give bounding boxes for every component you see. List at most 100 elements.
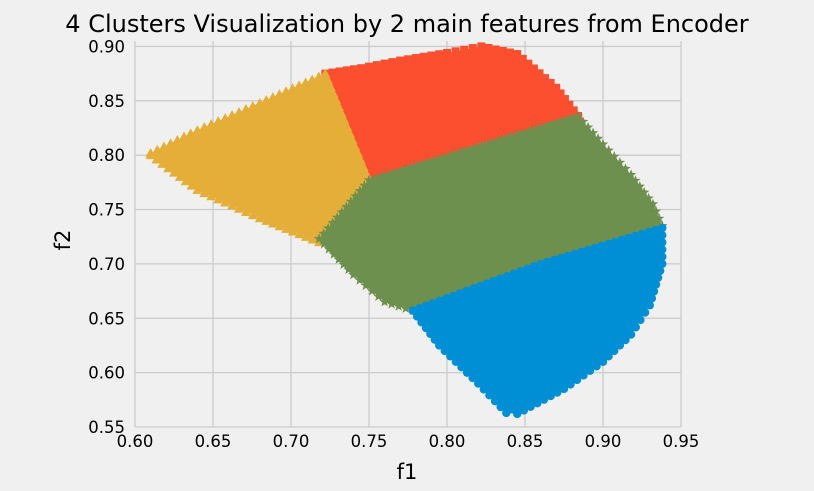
x-tick-label: 0.65 <box>195 432 232 451</box>
data-point <box>519 406 529 415</box>
data-point <box>435 341 444 350</box>
data-point <box>617 235 626 245</box>
data-point <box>458 145 469 156</box>
data-point <box>647 294 657 303</box>
data-point <box>180 176 191 186</box>
data-point <box>437 151 449 162</box>
data-point <box>647 198 659 209</box>
data-point <box>186 180 197 190</box>
data-point <box>592 362 601 371</box>
data-point <box>485 391 494 400</box>
data-point <box>343 264 354 275</box>
data-point <box>318 238 330 249</box>
y-tick-label: 0.60 <box>88 364 125 383</box>
data-point <box>658 238 667 247</box>
x-tick-label: 0.80 <box>429 432 466 451</box>
data-point <box>294 80 305 90</box>
data-point <box>614 157 626 167</box>
data-point <box>468 373 477 383</box>
data-point <box>199 122 210 132</box>
data-point <box>491 45 500 54</box>
data-point <box>653 273 663 282</box>
data-point <box>287 83 298 93</box>
data-point <box>411 54 420 63</box>
x-tick-label: 0.60 <box>117 432 154 451</box>
data-point <box>281 223 292 233</box>
data-point <box>583 245 593 255</box>
data-point <box>206 191 217 201</box>
data-point <box>478 139 489 150</box>
data-point <box>649 287 659 296</box>
data-point <box>358 161 369 171</box>
data-point <box>489 276 498 286</box>
data-point <box>650 205 662 216</box>
data-point <box>556 253 566 263</box>
data-point <box>307 234 318 244</box>
data-point <box>546 391 555 401</box>
data-point <box>533 399 542 408</box>
data-point <box>300 231 311 241</box>
data-point <box>637 229 647 239</box>
data-point <box>342 66 351 75</box>
x-tick-label: 0.95 <box>663 432 700 451</box>
data-point <box>653 213 665 223</box>
data-point <box>370 172 381 183</box>
data-point <box>350 190 361 201</box>
data-point <box>572 110 584 121</box>
data-point <box>380 59 389 68</box>
data-point <box>424 156 435 166</box>
data-point <box>570 249 579 259</box>
data-point <box>604 239 613 249</box>
data-point <box>400 303 411 313</box>
data-point <box>598 357 608 366</box>
data-point <box>267 218 278 228</box>
data-point <box>440 346 449 356</box>
data-point <box>430 335 439 344</box>
data-point <box>498 47 507 56</box>
data-point <box>572 375 582 385</box>
data-point <box>513 409 522 419</box>
data-point <box>502 408 511 418</box>
data-point <box>479 385 489 394</box>
data-point <box>546 78 555 87</box>
data-point <box>390 166 402 177</box>
data-point <box>307 74 318 84</box>
data-point <box>565 100 574 109</box>
data-point <box>645 301 654 310</box>
data-point <box>634 181 645 191</box>
data-point <box>559 114 570 125</box>
data-point <box>431 154 442 164</box>
data-point <box>421 301 431 310</box>
data-point <box>563 251 572 261</box>
data-point <box>353 148 364 158</box>
data-point <box>336 206 347 217</box>
cluster-3-region <box>319 116 663 311</box>
data-point <box>604 352 613 361</box>
data-point <box>397 164 408 175</box>
data-point <box>377 170 388 181</box>
data-point <box>658 252 667 261</box>
data-series <box>145 42 668 419</box>
data-point <box>421 323 431 333</box>
data-point <box>556 89 565 98</box>
data-point <box>427 51 436 60</box>
data-point <box>509 269 518 278</box>
data-point <box>651 225 660 235</box>
data-point <box>624 233 633 243</box>
data-point <box>559 384 569 394</box>
data-point <box>462 286 471 296</box>
data-point <box>341 201 352 212</box>
data-point <box>597 138 609 149</box>
data-point <box>234 203 244 213</box>
cluster-2-region <box>150 73 369 243</box>
x-tick-label: 0.70 <box>273 432 310 451</box>
data-point <box>630 175 641 186</box>
data-point <box>658 230 667 240</box>
data-point <box>444 149 456 160</box>
data-point <box>469 284 478 293</box>
data-point <box>471 141 483 152</box>
data-point <box>363 174 375 185</box>
data-point <box>529 262 539 271</box>
data-point <box>281 86 292 96</box>
